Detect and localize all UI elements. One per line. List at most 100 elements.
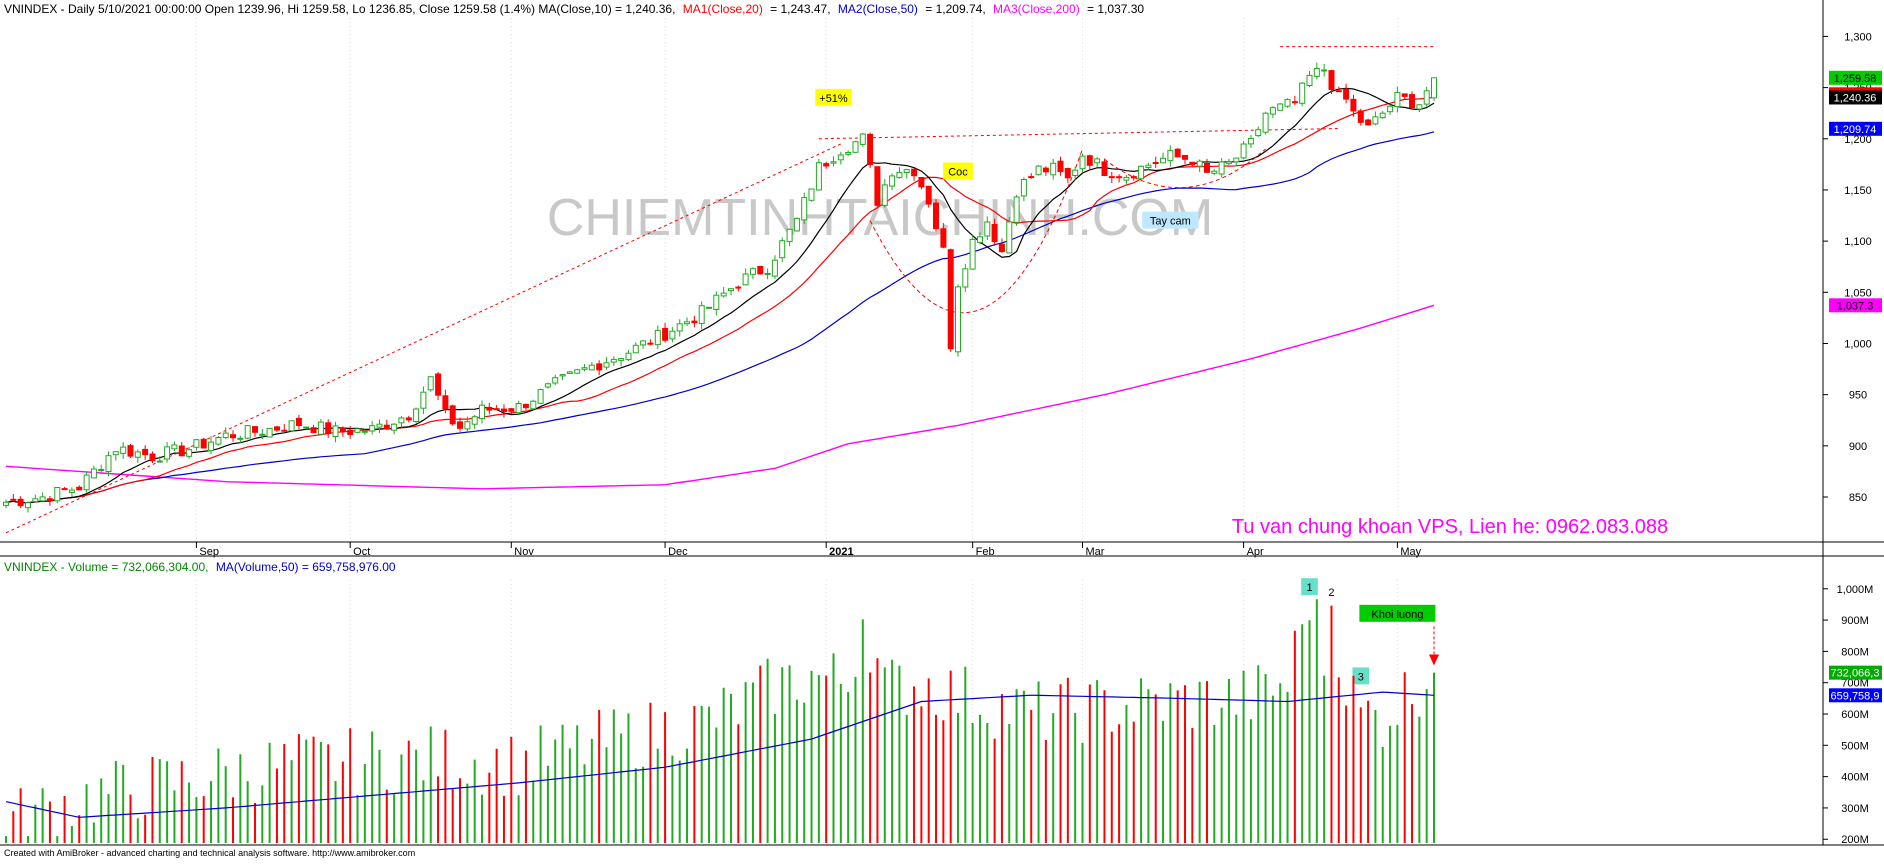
volume-tick-label: 1,000M: [1837, 584, 1874, 596]
candle-124: [911, 168, 918, 181]
candle-68: [501, 404, 507, 418]
volume-mark-2-bg: [1323, 582, 1340, 600]
candle-body: [361, 430, 368, 433]
candle-150: [1101, 158, 1108, 177]
candle-74: [544, 382, 551, 389]
candle-body: [10, 498, 17, 501]
candle-167: [1226, 158, 1232, 166]
candle-body: [1204, 163, 1210, 173]
candle-139: [1020, 177, 1027, 202]
candle-body: [1240, 143, 1247, 159]
candle-body: [962, 268, 969, 288]
candle-body: [742, 273, 749, 286]
candle-161: [1182, 155, 1188, 165]
candle-body: [1255, 129, 1262, 137]
price-tick-label: 1,200: [1844, 134, 1872, 146]
candle-40: [295, 414, 302, 430]
volume-mark-1-bg: [1301, 578, 1318, 596]
candle-20: [149, 451, 156, 464]
candle-body: [310, 427, 317, 434]
candle-body: [1372, 116, 1379, 125]
tay-cam-note: Tay cam: [1150, 216, 1191, 228]
gain-note-bg: [815, 88, 852, 106]
candle-42: [310, 424, 317, 434]
candle-50: [369, 421, 376, 435]
candle-body: [625, 352, 632, 361]
volume-tick-label: 800M: [1841, 646, 1869, 658]
candle-28: [208, 436, 214, 455]
candle-body: [837, 154, 844, 161]
candle-187: [1372, 111, 1379, 126]
candle-body: [1160, 157, 1166, 164]
candle-23: [171, 441, 178, 452]
candle-86: [632, 342, 639, 354]
candle-82: [603, 356, 610, 370]
candle-body: [581, 367, 588, 370]
candle-136: [998, 238, 1005, 253]
candle-58: [427, 376, 434, 392]
candle-22: [164, 442, 171, 463]
candle-body: [1277, 103, 1284, 111]
candle-55: [405, 415, 412, 423]
header-ma2-label: MA2(Close,50): [838, 2, 918, 16]
candle-97: [713, 291, 720, 316]
candle-body: [391, 423, 398, 431]
x-label-2021: 2021: [829, 546, 853, 558]
candle-59: [435, 372, 442, 401]
khoi-luong-note: Khoi luong: [1371, 609, 1423, 621]
candle-4: [32, 494, 39, 503]
candle-body: [230, 434, 236, 439]
candle-body: [911, 168, 918, 177]
price-tag-bg-3: [1829, 121, 1882, 136]
volume-mark-1: 1: [1306, 582, 1312, 594]
candle-191: [1401, 93, 1408, 99]
candle-body: [420, 391, 427, 409]
candle-172: [1262, 111, 1269, 135]
candle-38: [281, 424, 288, 432]
candle-96: [706, 306, 712, 309]
candle-body: [1094, 158, 1101, 164]
candle-75: [552, 374, 559, 386]
candle-body: [933, 202, 939, 230]
candle-body: [1211, 170, 1218, 174]
candle-body: [596, 363, 603, 371]
candle-body: [332, 425, 339, 437]
x-label-apr: Apr: [1247, 546, 1264, 558]
candle-body: [1313, 68, 1320, 77]
volume-header-ma: MA(Volume,50) = 659,758,976.00: [216, 560, 396, 574]
candle-body: [632, 344, 639, 354]
candle-6: [46, 495, 53, 506]
candle-body: [105, 455, 112, 473]
candle-body: [383, 424, 390, 430]
candle-7: [54, 487, 61, 504]
candle-162: [1189, 161, 1196, 168]
x-label-may: May: [1400, 546, 1421, 558]
candle-95: [698, 301, 705, 330]
candle-158: [1160, 152, 1166, 164]
ma200-line: [5, 304, 1435, 490]
candle-26: [193, 439, 200, 451]
candle-body: [1247, 137, 1254, 145]
candle-body: [1086, 155, 1093, 166]
footer-credit: Created with AmiBroker - advanced charti…: [4, 848, 415, 858]
volume-tag: 732,066,3: [1831, 668, 1880, 680]
candle-76: [559, 373, 566, 381]
candle-body: [486, 406, 493, 411]
candle-body: [691, 320, 698, 324]
candle-body: [654, 329, 661, 346]
candle-101: [742, 268, 749, 286]
candle-body: [1050, 162, 1057, 176]
volume-tick-label: 500M: [1841, 740, 1869, 752]
candle-body: [1233, 157, 1240, 163]
candle-body: [1152, 162, 1159, 164]
candle-body: [1101, 161, 1108, 176]
volume-tick-label: 700M: [1841, 678, 1869, 690]
price-tag: 1,240.36: [1834, 92, 1877, 104]
candle-87: [640, 340, 647, 349]
candle-69: [508, 407, 515, 415]
candle-body: [713, 294, 720, 311]
candle-body: [354, 428, 361, 433]
candle-194: [1423, 86, 1430, 108]
candle-129: [947, 248, 954, 352]
